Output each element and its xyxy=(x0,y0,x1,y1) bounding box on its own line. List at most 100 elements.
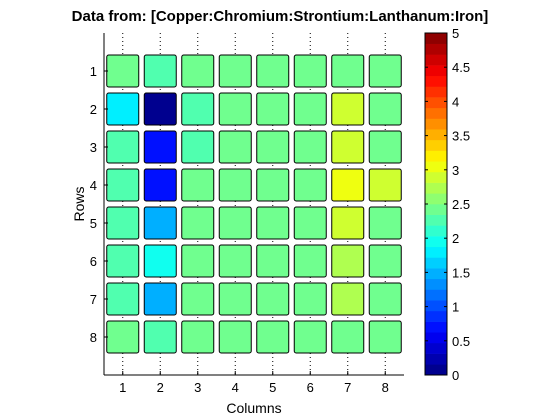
colorbar-swatch xyxy=(425,193,447,205)
heatmap-cell xyxy=(256,282,290,316)
heatmap-cell xyxy=(368,206,402,240)
heatmap-cell xyxy=(331,282,365,316)
colorbar-swatch xyxy=(425,43,447,55)
colorbar-swatch xyxy=(425,321,447,333)
heatmap-cell xyxy=(331,130,365,164)
heatmap-cell xyxy=(106,320,140,354)
heatmap-cell xyxy=(256,168,290,202)
heatmap-cell xyxy=(293,168,327,202)
heatmap-cell xyxy=(181,54,215,88)
colorbar-tick-label: 2 xyxy=(452,231,459,246)
x-tick-label: 2 xyxy=(157,380,164,395)
colorbar-swatch xyxy=(425,97,447,109)
heatmap-cell xyxy=(218,130,252,164)
colorbar-swatch xyxy=(425,107,447,119)
heatmap-cell xyxy=(181,92,215,126)
colorbar-tick-label: 1.5 xyxy=(452,265,470,280)
colorbar-swatch xyxy=(425,204,447,215)
heatmap-cell xyxy=(181,130,215,164)
colorbar-swatch xyxy=(425,225,447,237)
y-tick-label: 6 xyxy=(90,254,97,269)
colorbar-swatch xyxy=(425,310,447,322)
colorbar-tick-label: 0.5 xyxy=(452,334,470,349)
heatmap-cell xyxy=(106,130,140,164)
y-tick-label: 7 xyxy=(90,292,97,307)
x-axis-label: Columns xyxy=(226,400,281,416)
colorbar-swatch xyxy=(425,289,447,301)
heatmap-cell xyxy=(368,244,402,278)
colorbar-swatch xyxy=(425,150,447,162)
heatmap-cell xyxy=(106,282,140,316)
heatmap-cell xyxy=(256,130,290,164)
x-tick-label: 3 xyxy=(194,380,201,395)
colorbar-swatch xyxy=(425,300,447,312)
x-tick-label: 4 xyxy=(232,380,239,395)
y-tick-label: 2 xyxy=(90,102,97,117)
heatmap-cell xyxy=(368,92,402,126)
colorbar: 0 0.5 1 1.5 2 2.5 3 3.5 4 4.5 5 xyxy=(424,26,470,383)
heatmap-cell xyxy=(181,206,215,240)
colorbar-swatch xyxy=(425,278,447,290)
heatmap-cell xyxy=(143,130,177,164)
colorbar-swatch xyxy=(425,257,447,269)
heatmap-cell xyxy=(143,168,177,202)
heatmap-cell xyxy=(143,282,177,316)
colorbar-swatch xyxy=(425,182,447,194)
y-tick-label: 8 xyxy=(90,330,97,345)
heatmap-cell xyxy=(256,320,290,354)
heatmap-cell xyxy=(331,206,365,240)
colorbar-swatch xyxy=(425,161,447,173)
heatmap-cell xyxy=(143,244,177,278)
heatmap-cell xyxy=(368,168,402,202)
colorbar-tick-label: 5 xyxy=(452,26,459,41)
heatmap-cell xyxy=(106,206,140,240)
heatmap-cell xyxy=(218,206,252,240)
heatmap-cell xyxy=(218,320,252,354)
heatmap-cell xyxy=(181,320,215,354)
heatmap-cell xyxy=(331,54,365,88)
heatmap-cell xyxy=(106,244,140,278)
heatmap-cells xyxy=(106,54,402,354)
heatmap-cell xyxy=(293,320,327,354)
colorbar-swatch xyxy=(425,33,447,44)
x-tick-label: 8 xyxy=(382,380,389,395)
heatmap-cell xyxy=(368,130,402,164)
colorbar-swatch xyxy=(425,364,447,376)
chart-title: Data from: [Copper:Chromium:Strontium:La… xyxy=(72,8,489,25)
heatmap-cell xyxy=(256,54,290,88)
y-tick-label: 1 xyxy=(90,64,97,79)
y-axis-label: Rows xyxy=(71,186,87,221)
heatmap-cell xyxy=(218,244,252,278)
heatmap-cell xyxy=(256,206,290,240)
heatmap-cell xyxy=(293,130,327,164)
heatmap-cell xyxy=(293,54,327,88)
colorbar-swatch xyxy=(425,236,447,248)
colorbar-swatch xyxy=(425,332,447,344)
colorbar-swatch xyxy=(425,86,447,98)
colorbar-swatch xyxy=(425,75,447,87)
colorbar-swatch xyxy=(425,129,447,141)
heatmap-cell xyxy=(368,54,402,88)
heatmap-cell xyxy=(106,92,140,126)
heatmap-cell xyxy=(218,282,252,316)
heatmap-cell xyxy=(181,244,215,278)
heatmap-cell xyxy=(368,320,402,354)
colorbar-swatch xyxy=(425,214,447,226)
colorbar-tick-label: 4 xyxy=(452,94,459,109)
colorbar-swatch xyxy=(425,268,447,280)
colorbar-tick-label: 4.5 xyxy=(452,60,470,75)
colorbar-swatch xyxy=(425,342,447,354)
grid-lines xyxy=(122,33,386,375)
heatmap-cell xyxy=(218,92,252,126)
colorbar-swatch xyxy=(425,118,447,130)
heatmap-cell xyxy=(331,244,365,278)
colorbar-tick-label: 0 xyxy=(452,368,459,383)
x-tick-label: 6 xyxy=(307,380,314,395)
heatmap-cell xyxy=(293,244,327,278)
y-tick-label: 3 xyxy=(90,140,97,155)
heatmap-cell xyxy=(106,168,140,202)
x-tick-label: 1 xyxy=(119,380,126,395)
heatmap-cell xyxy=(293,282,327,316)
y-tick-label: 4 xyxy=(90,178,97,193)
